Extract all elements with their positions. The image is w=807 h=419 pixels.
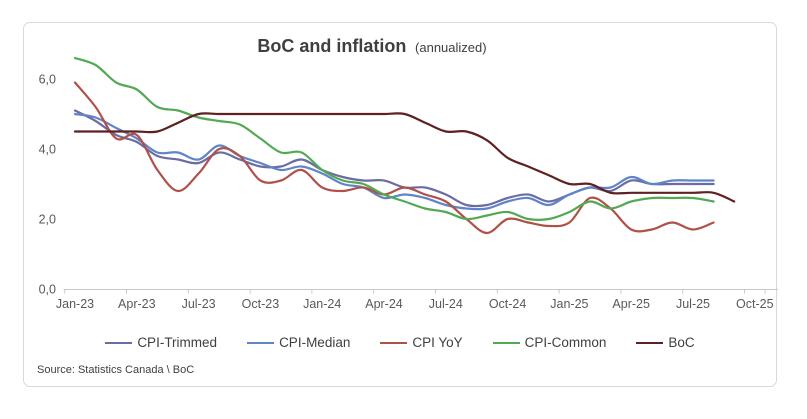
legend-line-swatch (492, 341, 520, 344)
series-line-cpi-yoy (73, 81, 715, 235)
chart-frame (23, 22, 777, 387)
chart-subtitle: (annualized) (411, 40, 487, 55)
series-line-boc (73, 112, 736, 203)
x-tick-label: Jan-24 (303, 297, 341, 311)
series-line-cpi-trimmed (73, 109, 715, 208)
x-tick-label: Apr-23 (118, 297, 156, 311)
x-tick-label: Apr-24 (365, 297, 403, 311)
legend-label: CPI YoY (412, 335, 463, 350)
legend-line-swatch (105, 341, 133, 344)
y-tick-label: 4,0 (39, 143, 56, 157)
legend-label: CPI-Median (279, 335, 351, 350)
series-line-cpi-common (73, 56, 715, 221)
y-tick-label: 0,0 (39, 283, 56, 297)
legend-item-cpi-trimmed: CPI-Trimmed (105, 335, 217, 350)
chart-legend: CPI-Trimmed CPI-Median CPI YoY CPI-Common Bo… (23, 335, 777, 350)
legend-label: CPI-Trimmed (137, 335, 218, 350)
y-tick-label: 2,0 (39, 213, 56, 227)
series-line-cpi-median (73, 112, 715, 211)
x-tick-label: Jul-23 (182, 297, 216, 311)
x-tick-label: Jan-23 (56, 297, 94, 311)
x-tick-label: Apr-25 (612, 297, 650, 311)
legend-label: BoC (668, 335, 695, 350)
x-tick-label: Jul-25 (676, 297, 710, 311)
legend-line-swatch (247, 341, 275, 344)
x-tick-label: Oct-24 (489, 297, 527, 311)
legend-label: CPI-Common (524, 335, 607, 350)
legend-line-swatch (636, 341, 664, 344)
x-tick-label: Jul-24 (429, 297, 463, 311)
y-tick-label: 6,0 (39, 73, 56, 87)
x-tick-label: Jan-25 (550, 297, 588, 311)
chart-subtitle-text: (annualized) (415, 40, 487, 55)
legend-line-swatch (380, 341, 408, 344)
legend-item-boc: BoC (636, 335, 695, 350)
x-tick-label: Oct-23 (242, 297, 280, 311)
source-note: Source: Statistics Canada \ BoC (37, 364, 195, 376)
chart-title-text: BoC and inflation (257, 36, 407, 56)
legend-item-cpi-yoy: CPI YoY (380, 335, 463, 350)
x-tick-label: Oct-25 (736, 297, 774, 311)
legend-item-cpi-common: CPI-Common (492, 335, 607, 350)
chart-title: BoC and inflation (annualized) (160, 36, 584, 57)
legend-item-cpi-median: CPI-Median (247, 335, 350, 350)
